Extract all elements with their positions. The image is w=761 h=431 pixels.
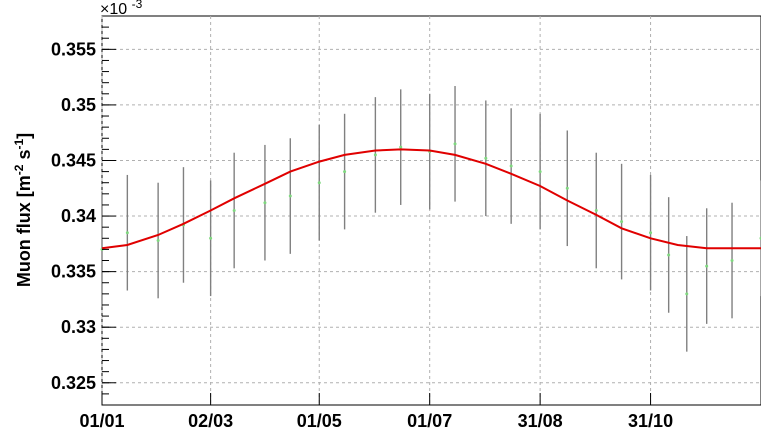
y-multiplier: ×10 -3 [100,0,143,18]
fit-line [101,148,761,250]
y-tick-label: 0.34 [61,206,96,226]
y-tick-label: 0.33 [61,317,96,337]
data-point [453,142,457,146]
data-point [125,231,129,235]
x-tick-label: 01/01 [79,411,124,431]
data-point [288,194,292,198]
data-point [209,236,213,240]
x-tick-label: 02/03 [188,411,233,431]
data-point [538,170,542,174]
data-point [232,209,236,212]
y-tick-label: 0.345 [51,150,96,170]
x-tick-label: 01/05 [297,411,342,431]
data-point [620,220,624,224]
data-point [685,292,689,296]
x-tick-label: 31/08 [518,411,563,431]
data-point [399,145,403,149]
x-tick-label: 31/10 [628,411,673,431]
y-tick-label: 0.335 [51,262,96,282]
data-point [667,253,671,257]
data-point [509,164,513,168]
data-point [156,239,160,243]
data-point [263,201,267,205]
y-tick-label: 0.325 [51,373,96,393]
y-tick-label: 0.35 [61,95,96,115]
data-point [343,170,347,174]
data-point [649,231,653,235]
data-point [594,209,598,212]
data-point [373,153,377,157]
x-tick-label: 01/07 [407,411,452,431]
y-axis-ticks: 0.325 0.33 0.335 0.34 0.345 0.35 0.355 [51,26,116,395]
data-point [317,181,321,185]
x-axis-ticks: 01/01 02/03 01/05 01/07 31/08 31/10 [79,393,673,431]
data-points [100,86,761,352]
plot-frame [101,15,761,406]
fit-curve [101,148,761,250]
grid-lines [101,16,761,405]
data-point [705,264,709,268]
y-axis-title: Muon flux [m-2 s-1] [12,133,34,287]
data-point [484,156,488,160]
data-point [565,186,569,190]
y-tick-label: 0.355 [51,39,96,59]
data-point [730,259,734,263]
